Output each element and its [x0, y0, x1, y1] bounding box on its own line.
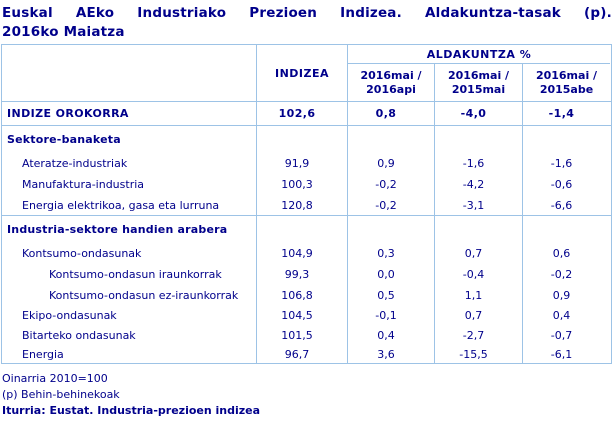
row-value-month: [348, 126, 435, 153]
row-value-indizea: [257, 216, 348, 243]
row-bitarteko-ondasunak: Bitarteko ondasunak 101,5 0,4 -2,7 -0,7: [2, 325, 611, 345]
header-period-2016mai-2015mai: 2016mai / 2015mai: [435, 64, 523, 101]
row-value-dec: -0,6: [550, 178, 573, 191]
row-value-indizea: 120,8: [257, 195, 348, 215]
period-bottom: 2015mai: [451, 82, 506, 96]
row-value-dec: 0,4: [552, 308, 571, 322]
row-value-indizea: 91,9: [257, 153, 348, 174]
row-value-year: -2,7: [435, 325, 523, 345]
row-value-dec: -0,2: [550, 268, 573, 281]
row-value-month: 0,0: [348, 264, 435, 285]
page-title: Euskal AEko Industriako Prezioen Indizea…: [0, 0, 614, 44]
row-value-dec: -6,1: [550, 347, 573, 361]
row-value-month: [348, 216, 435, 243]
period-bottom: 2015abe: [539, 82, 594, 96]
row-value-year: -1,6: [435, 153, 523, 174]
row-value-month: 0,5: [348, 285, 435, 305]
row-value-indizea: 101,5: [257, 325, 348, 345]
row-value-indizea: 96,7: [257, 345, 348, 363]
price-index-table: INDIZEA ALDAKUNTZA % 2016mai / 2016api 2…: [1, 44, 612, 364]
row-value-month: 0,3: [348, 243, 435, 264]
section-label: Industria-sektore handien arabera: [2, 216, 257, 243]
row-value-dec: -1,4: [548, 107, 575, 120]
row-kontsumo-ez-iraunkorrak: Kontsumo-ondasun ez-iraunkorrak 106,8 0,…: [2, 285, 611, 305]
row-label: Ekipo-ondasunak: [2, 305, 257, 325]
row-value-year: 0,7: [435, 243, 523, 264]
row-label: Ateratze-industriak: [2, 153, 257, 174]
row-value-dec: -0,7: [550, 328, 573, 342]
section-label: Sektore-banaketa: [2, 126, 257, 153]
row-value-dec: 0,9: [552, 288, 571, 302]
period-top: 2016mai /: [535, 68, 598, 82]
row-label: Kontsumo-ondasun ez-iraunkorrak: [2, 285, 257, 305]
row-value-dec: [523, 216, 610, 243]
row-value-indizea: 100,3: [257, 174, 348, 195]
row-value-month: -0,1: [348, 305, 435, 325]
section-sektore-banaketa: Sektore-banaketa: [2, 126, 611, 153]
row-indize-orokorra: INDIZE OROKORRA 102,6 0,8 -4,0 -1,4: [2, 102, 611, 126]
row-value-year: [435, 216, 523, 243]
row-value-dec: -1,6: [550, 157, 573, 170]
header-period-2016mai-2015abe: 2016mai / 2015abe: [523, 64, 610, 101]
row-value-year: -0,4: [435, 264, 523, 285]
row-value-indizea: 104,5: [257, 305, 348, 325]
row-ateratze-industriak: Ateratze-industriak 91,9 0,9 -1,6 -1,6: [2, 153, 611, 174]
row-kontsumo-iraunkorrak: Kontsumo-ondasun iraunkorrak 99,3 0,0 -0…: [2, 264, 611, 285]
row-value-indizea: 106,8: [257, 285, 348, 305]
row-value-month: 0,8: [348, 102, 435, 125]
row-label: INDIZE OROKORRA: [2, 102, 257, 125]
row-value-indizea: 104,9: [257, 243, 348, 264]
period-top: 2016mai /: [447, 68, 510, 82]
row-value-month: 0,9: [348, 153, 435, 174]
row-value-indizea: 102,6: [257, 102, 348, 125]
table-footnotes: Oinarria 2010=100 (p) Behin-behinekoak I…: [0, 364, 614, 419]
row-value-year: [435, 126, 523, 153]
row-value-year: -4,2: [435, 174, 523, 195]
row-label: Kontsumo-ondasunak: [2, 243, 257, 264]
table-body: INDIZE OROKORRA 102,6 0,8 -4,0 -1,4 Sekt…: [2, 102, 611, 363]
row-label: Bitarteko ondasunak: [2, 325, 257, 345]
footnote-base: Oinarria 2010=100: [2, 372, 108, 385]
footnote-source: Iturria: Eustat. Industria-prezioen indi…: [2, 404, 261, 417]
row-value-month: -0,2: [348, 174, 435, 195]
row-ekipo-ondasunak: Ekipo-ondasunak 104,5 -0,1 0,7 0,4: [2, 305, 611, 325]
row-value-year: -15,5: [435, 345, 523, 363]
row-value-dec: 0,6: [552, 247, 571, 260]
row-value-dec: -6,6: [550, 198, 573, 212]
footnote-provisional: (p) Behin-behinekoak: [2, 388, 120, 401]
row-value-year: -3,1: [435, 195, 523, 215]
row-value-year: -4,0: [435, 102, 523, 125]
row-value-dec: [523, 126, 610, 153]
page-title-line2: 2016ko Maiatza: [2, 24, 125, 40]
row-kontsumo-ondasunak: Kontsumo-ondasunak 104,9 0,3 0,7 0,6: [2, 243, 611, 264]
page-title-line1: Euskal AEko Industriako Prezioen Indizea…: [2, 5, 612, 21]
row-energia: Energia 96,7 3,6 -15,5 -6,1: [2, 345, 611, 363]
row-manufaktura-industria: Manufaktura-industria 100,3 -0,2 -4,2 -0…: [2, 174, 611, 195]
header-stub-cell: [2, 45, 257, 101]
period-bottom: 2016api: [366, 82, 416, 96]
row-value-year: 0,7: [435, 305, 523, 325]
row-label: Kontsumo-ondasun iraunkorrak: [2, 264, 257, 285]
row-label: Energia elektrikoa, gasa eta lurruna: [2, 195, 257, 215]
row-energia-elektrikoa: Energia elektrikoa, gasa eta lurruna 120…: [2, 195, 611, 216]
header-aldakuntza: ALDAKUNTZA %: [348, 45, 610, 64]
row-label: Energia: [2, 345, 257, 363]
header-indizea: INDIZEA: [257, 45, 348, 101]
row-value-indizea: 99,3: [257, 264, 348, 285]
row-value-month: -0,2: [348, 195, 435, 215]
row-label: Manufaktura-industria: [2, 174, 257, 195]
period-top: 2016mai /: [360, 68, 422, 82]
row-value-indizea: [257, 126, 348, 153]
row-value-month: 3,6: [348, 345, 435, 363]
row-value-month: 0,4: [348, 325, 435, 345]
row-value-year: 1,1: [435, 285, 523, 305]
header-period-2016mai-2016api: 2016mai / 2016api: [348, 64, 435, 101]
table-header: INDIZEA ALDAKUNTZA % 2016mai / 2016api 2…: [2, 45, 611, 102]
section-industria-sektore-handiak: Industria-sektore handien arabera: [2, 216, 611, 243]
